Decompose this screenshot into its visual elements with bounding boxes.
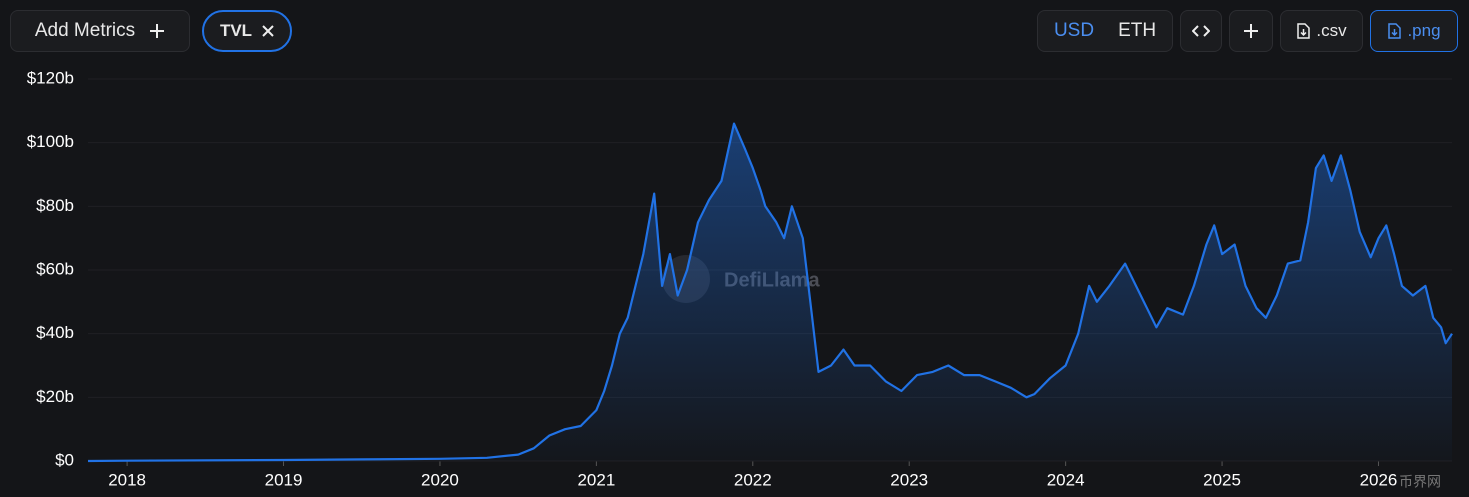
corner-watermark: 币界网 <box>1399 474 1441 490</box>
y-tick-label: $40b <box>36 323 74 342</box>
tag-label: TVL <box>219 21 253 40</box>
file-icon <box>1388 23 1402 39</box>
y-tick-label: $20b <box>36 387 74 406</box>
add-metrics-button[interactable]: Add Metrics <box>10 10 190 52</box>
file-icon <box>1297 23 1311 39</box>
currency-option[interactable]: USD <box>1053 20 1095 41</box>
x-tick-label: 2025 <box>1203 470 1241 489</box>
y-tick-label: $60b <box>36 259 74 278</box>
close-icon <box>262 25 274 37</box>
code-icon <box>1192 25 1210 37</box>
y-tick-label: $0 <box>55 450 74 469</box>
x-tick-label: 2020 <box>421 470 459 489</box>
button-label: .csv <box>1316 21 1347 40</box>
button-label: .png <box>1407 21 1441 40</box>
y-tick-label: $80b <box>36 196 74 215</box>
currency-toggle: USD ETH <box>1037 10 1173 52</box>
add-button[interactable] <box>1229 10 1273 52</box>
x-tick-label: 2021 <box>577 470 615 489</box>
y-tick-label: $120b <box>27 68 74 87</box>
x-tick-label: 2023 <box>890 470 928 489</box>
plus-icon <box>1244 24 1258 38</box>
x-tick-label: 2024 <box>1047 470 1085 489</box>
png-button[interactable]: .png <box>1370 10 1458 52</box>
plus-icon <box>150 24 165 38</box>
embed-button[interactable] <box>1180 10 1222 52</box>
watermark: DefiLlama <box>724 269 820 291</box>
y-tick-label: $100b <box>27 132 74 151</box>
series-line <box>87 122 1453 463</box>
x-tick-label: 2022 <box>734 470 772 489</box>
x-tick-label: 2019 <box>265 470 303 489</box>
csv-button[interactable]: .csv <box>1280 10 1363 52</box>
watermark-logo <box>662 255 710 303</box>
metric-tag[interactable]: TVL <box>202 10 292 52</box>
x-tick-label: 2018 <box>108 470 146 489</box>
button-label: Add Metrics <box>34 20 136 41</box>
series-area <box>88 123 1452 461</box>
x-tick-label: 2026 <box>1360 470 1398 489</box>
currency-option[interactable]: ETH <box>1118 20 1157 41</box>
